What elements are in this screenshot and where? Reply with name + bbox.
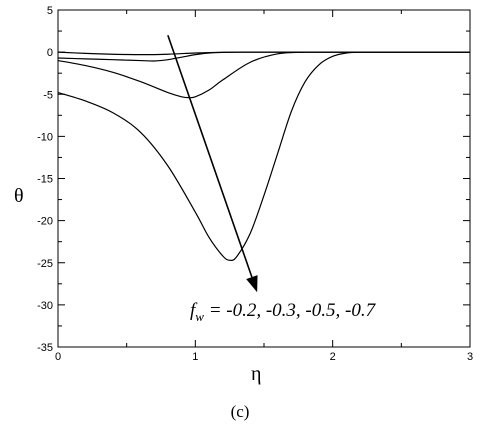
x-tick-label: 1 [192, 351, 198, 363]
x-tick-label: 3 [467, 351, 473, 363]
x-tick-label: 2 [330, 351, 336, 363]
y-tick-label: -30 [37, 300, 53, 312]
lines-layer [57, 51, 470, 262]
annotation-fw: fw = -0.2, -0.3, -0.5, -0.7 [190, 300, 377, 324]
y-axis-label: θ [14, 185, 24, 207]
figure-caption: (c) [231, 402, 250, 421]
arrow-layer [167, 35, 258, 293]
series-line-4 [57, 51, 470, 262]
y-tick-label: 0 [47, 47, 53, 59]
y-tick-label: -20 [37, 216, 53, 228]
arrow-head [246, 275, 258, 293]
x-axis-label: η [251, 363, 261, 385]
y-tick-label: -15 [37, 174, 53, 186]
ticks-layer: 0 1 2 3 5 0 -5 -10 -15 -20 -25 -30 -35 [37, 5, 473, 363]
y-tick-label: -10 [37, 131, 53, 143]
y-tick-label: -5 [43, 89, 53, 101]
x-tick-label: 0 [55, 351, 61, 363]
arrow-shaft [167, 35, 253, 278]
y-tick-label: 5 [47, 5, 53, 17]
y-tick-label: -35 [37, 342, 53, 354]
y-tick-label: -25 [37, 258, 53, 270]
plot-frame [57, 9, 471, 348]
series-line-3 [57, 51, 470, 99]
